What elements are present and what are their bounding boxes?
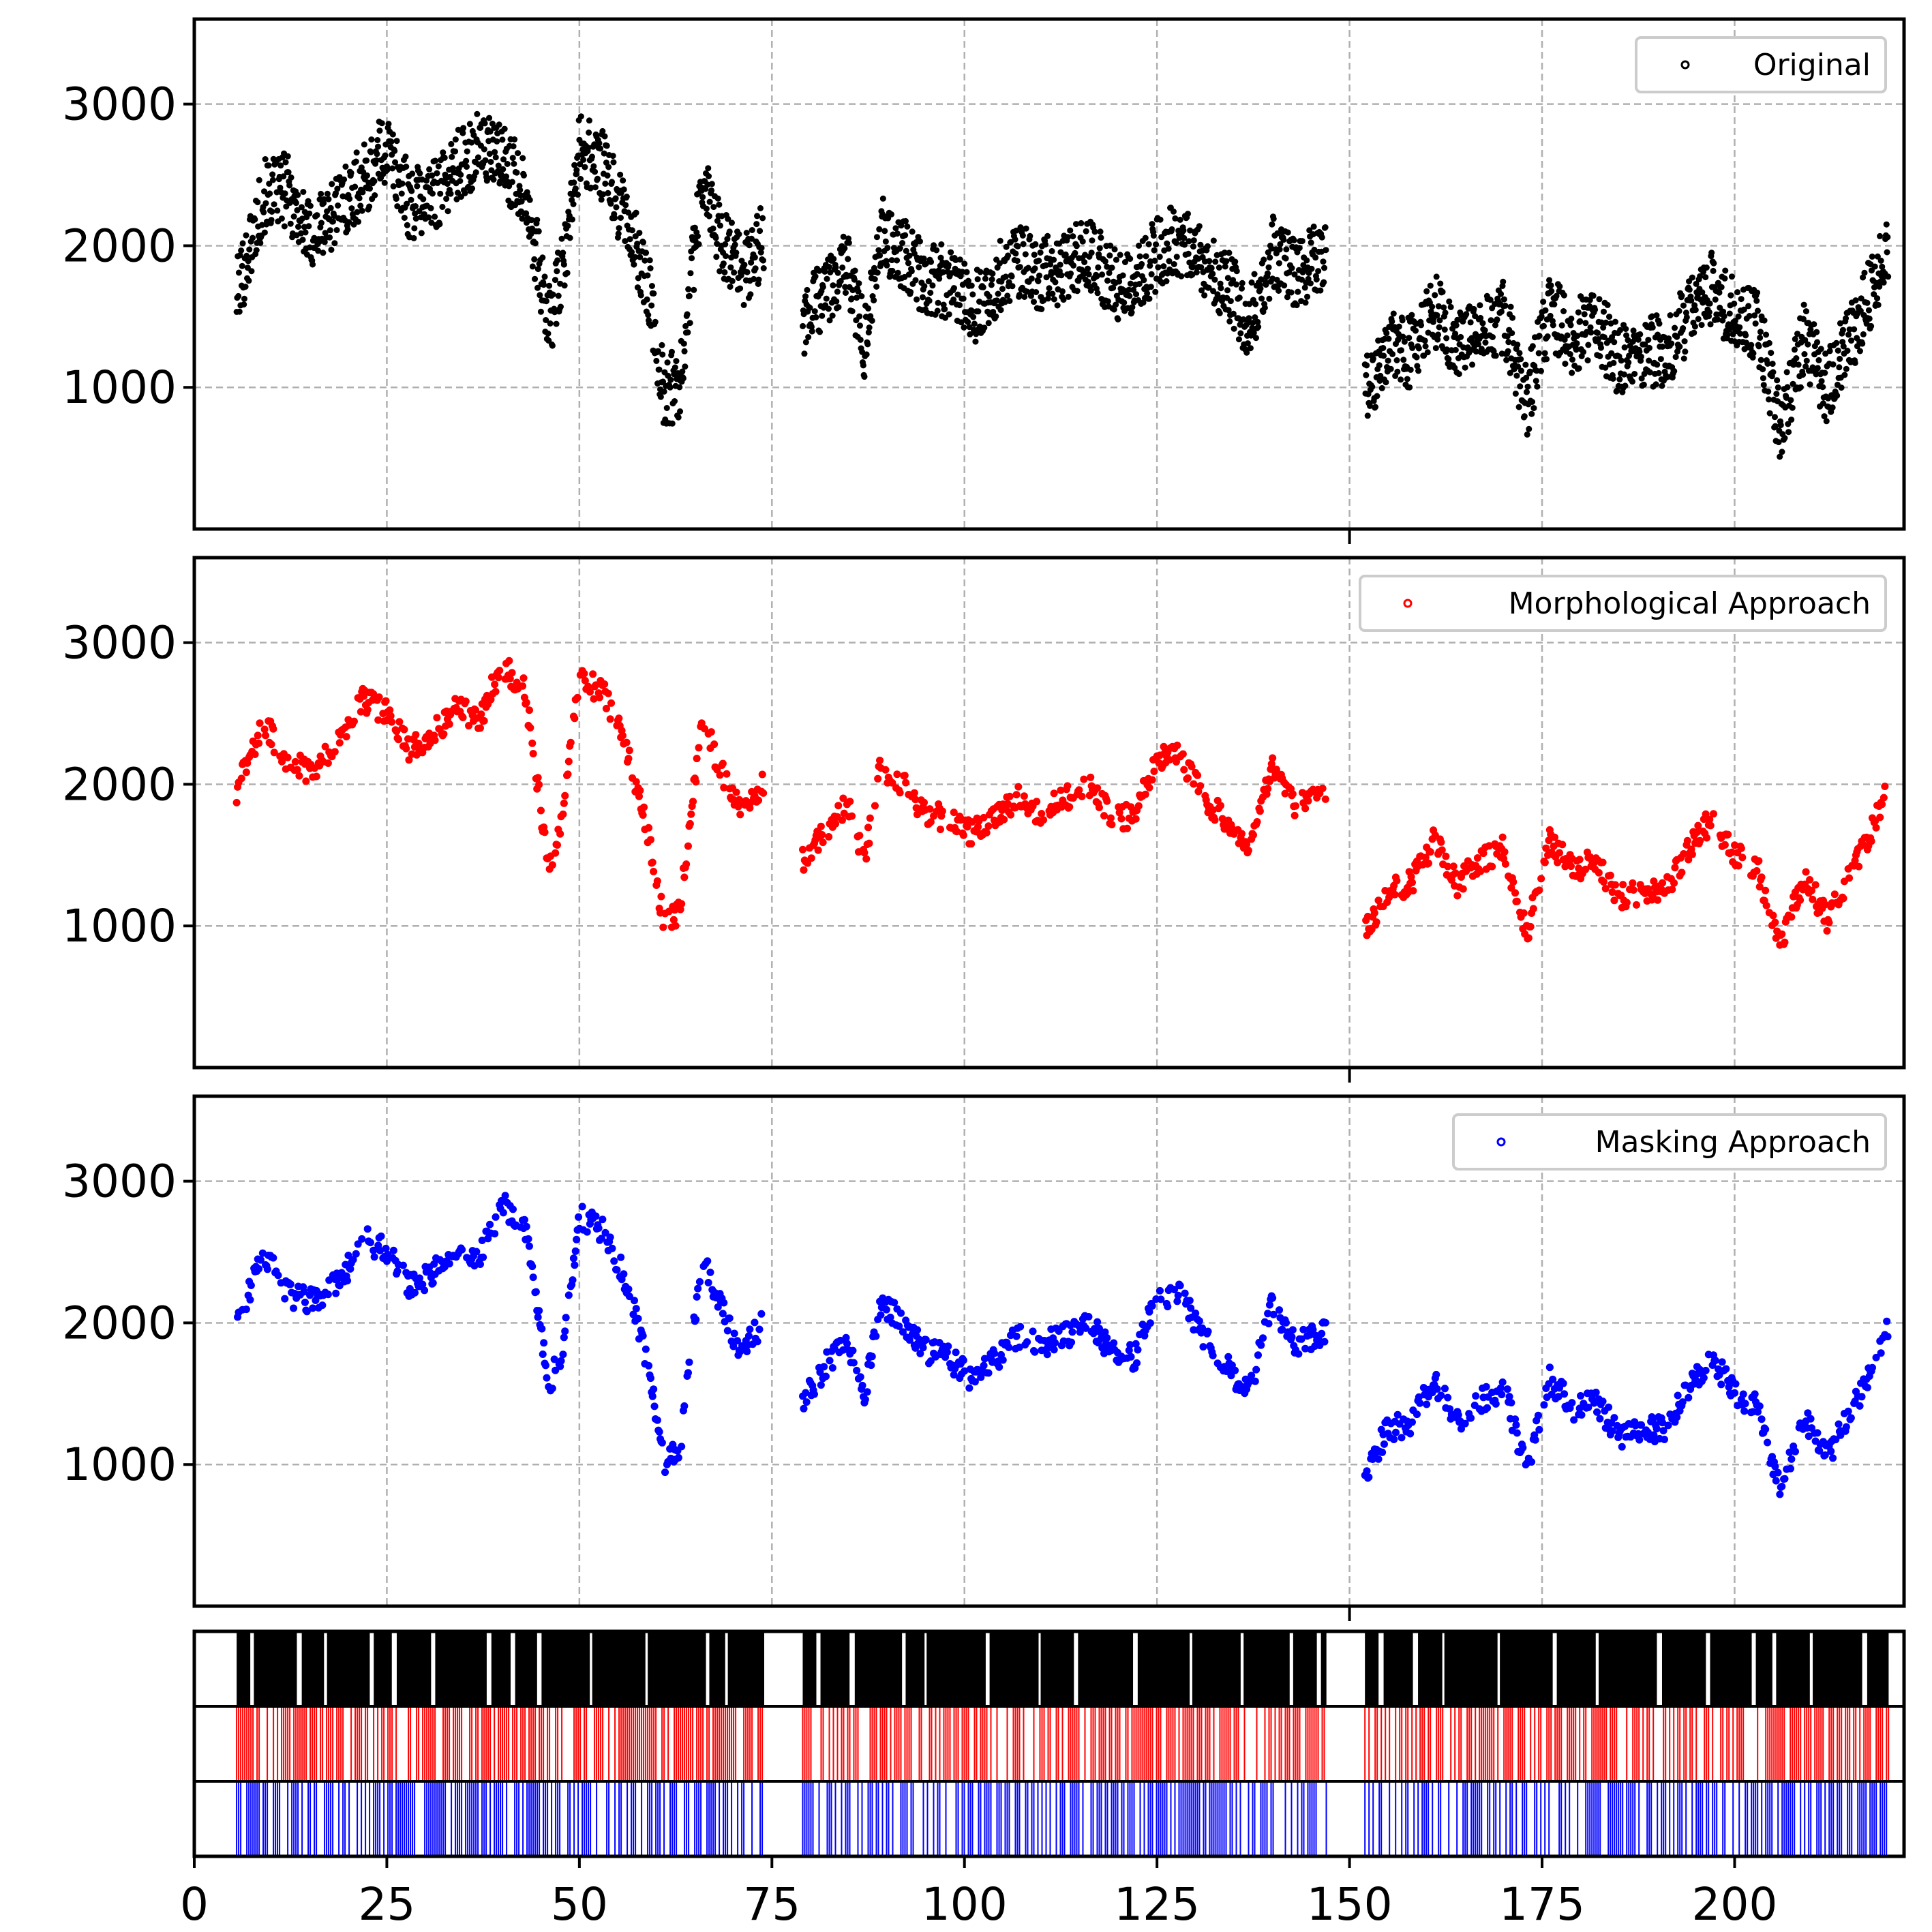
- event-gap: [590, 1631, 592, 1706]
- legend-label: Original: [1753, 48, 1871, 82]
- event-gap: [1751, 1631, 1756, 1706]
- y-tick-label: 3000: [62, 78, 177, 131]
- event-gap: [1862, 1631, 1867, 1706]
- data-series: [234, 1192, 766, 1477]
- y-tick-label: 2000: [62, 758, 177, 811]
- event-gap: [902, 1631, 906, 1706]
- event-gap: [1552, 1631, 1557, 1706]
- event-gap: [1316, 1631, 1321, 1706]
- event-gap: [1772, 1631, 1777, 1706]
- event-gap: [1809, 1631, 1813, 1706]
- data-series: [799, 1280, 1329, 1413]
- event-band: [237, 1631, 764, 1706]
- event-gap: [1595, 1631, 1599, 1706]
- event-gap: [725, 1631, 728, 1706]
- y-tick-label: 3000: [62, 1156, 177, 1208]
- event-gap: [486, 1631, 492, 1706]
- legend-marker: [1496, 1137, 1506, 1147]
- y-tick-label: 3000: [62, 617, 177, 669]
- x-tick-label: 150: [1307, 1878, 1393, 1931]
- panel-morphological: 1000 2000 3000 Morphological Approach: [62, 556, 1906, 1070]
- y-tick-label: 1000: [62, 361, 177, 414]
- y-tick-label: 1000: [62, 900, 177, 952]
- panel-masking: 1000 2000 3000 Masking Approach: [62, 1094, 1906, 1608]
- event-gap: [1413, 1631, 1419, 1706]
- panel-event-raster: 0 25 50 75 100 125 150 175 200: [180, 529, 1906, 1931]
- event-gap: [1289, 1631, 1293, 1706]
- event-gap: [1240, 1631, 1244, 1706]
- event-gap: [369, 1631, 374, 1706]
- event-lines: [1364, 1781, 1888, 1856]
- legend: Masking Approach: [1452, 1113, 1887, 1171]
- legend-marker: [1680, 60, 1690, 70]
- y-tick-label: 1000: [62, 1438, 177, 1491]
- event-gap: [706, 1631, 710, 1706]
- x-tick-label: 50: [551, 1878, 608, 1931]
- event-lines: [1364, 1706, 1890, 1781]
- event-gap: [1706, 1631, 1710, 1706]
- x-tick-label: 75: [743, 1878, 800, 1931]
- panel-original: 1000 2000 3000 Original: [62, 17, 1906, 531]
- event-gap: [1378, 1631, 1384, 1706]
- event-gap: [1190, 1631, 1192, 1706]
- legend-box: [1452, 1113, 1887, 1171]
- event-gap: [985, 1631, 990, 1706]
- data-series: [1361, 221, 1892, 460]
- event-gap: [324, 1631, 327, 1706]
- event-gap: [1442, 1631, 1445, 1706]
- event-lines: [236, 1706, 764, 1781]
- x-tick-label: 200: [1691, 1878, 1777, 1931]
- event-gap: [1133, 1631, 1138, 1706]
- event-gap: [1657, 1631, 1662, 1706]
- x-tick-label: 175: [1499, 1878, 1585, 1931]
- event-lines: [802, 1781, 1327, 1856]
- data-series: [1362, 783, 1889, 949]
- legend-box: [1635, 36, 1887, 93]
- data-series: [799, 741, 1329, 874]
- y-tick-label: 2000: [62, 220, 177, 272]
- legend-label: Morphological Approach: [1509, 586, 1871, 621]
- x-tick-label: 0: [180, 1878, 209, 1931]
- x-tick-label: 125: [1114, 1878, 1200, 1931]
- event-gap: [849, 1631, 855, 1706]
- data-series: [800, 195, 1329, 380]
- event-gap: [250, 1631, 254, 1706]
- data-series: [233, 110, 767, 427]
- event-gap: [1497, 1631, 1500, 1706]
- data-series: [1361, 1317, 1892, 1498]
- x-tick-label: 100: [922, 1878, 1008, 1931]
- event-gap: [924, 1631, 927, 1706]
- y-tick-label: 2000: [62, 1297, 177, 1349]
- event-gap: [1074, 1631, 1078, 1706]
- event-gap: [816, 1631, 821, 1706]
- data-series: [232, 656, 768, 931]
- event-band: [1365, 1631, 1889, 1706]
- event-lines: [802, 1706, 1325, 1781]
- x-tick-label: 25: [358, 1878, 415, 1931]
- event-lines: [236, 1781, 764, 1856]
- legend-box: [1359, 575, 1887, 632]
- event-gap: [297, 1631, 302, 1706]
- event-gap: [1038, 1631, 1041, 1706]
- event-gap: [431, 1631, 436, 1706]
- event-gap: [537, 1631, 542, 1706]
- event-gap: [391, 1631, 397, 1706]
- legend: Original: [1635, 36, 1887, 93]
- event-gap: [511, 1631, 515, 1706]
- legend-label: Masking Approach: [1595, 1125, 1871, 1160]
- legend-marker: [1403, 599, 1413, 608]
- event-gap: [645, 1631, 648, 1706]
- event-band: [802, 1631, 1327, 1706]
- legend: Morphological Approach: [1359, 575, 1887, 632]
